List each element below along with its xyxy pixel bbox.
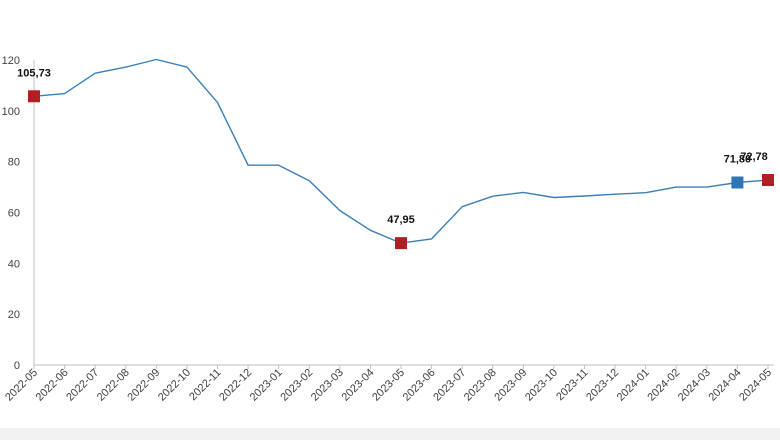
x-tick-label: 2023-07: [431, 367, 468, 404]
x-axis: 2022-052022-062022-072022-082022-092022-…: [3, 364, 774, 404]
x-tick-label: 2022-05: [3, 367, 40, 404]
x-tick-label: 2022-07: [64, 367, 101, 404]
x-tick-label: 2023-11: [554, 367, 590, 403]
data-label: 47,95: [387, 214, 415, 226]
bottom-band: [0, 428, 780, 440]
x-tick-label: 2022-09: [125, 367, 162, 404]
x-tick-label: 2022-11: [187, 367, 223, 403]
x-tick-label: 2023-04: [340, 367, 377, 404]
y-axis: 0 20 40 60 80 100 120: [2, 55, 35, 372]
x-tick-label: 2022-12: [217, 367, 254, 404]
x-tick-label: 2023-01: [248, 367, 285, 404]
x-tick-label: 2023-02: [278, 367, 315, 404]
x-tick-label: 2023-09: [492, 367, 529, 404]
x-tick-label: 2022-10: [156, 367, 193, 404]
x-tick-label: 2024-01: [615, 367, 652, 404]
x-tick-label: 2024-03: [676, 367, 713, 404]
x-tick-label: 2023-12: [584, 367, 621, 404]
data-label: 105,73: [17, 67, 51, 79]
y-tick-label: 0: [14, 360, 20, 372]
x-tick-label: 2023-08: [462, 367, 499, 404]
x-tick-label: 2022-08: [95, 367, 132, 404]
x-tick-label: 2024-04: [707, 367, 744, 404]
data-point-marker: [395, 237, 407, 250]
x-tick-label: 2024-02: [645, 367, 682, 404]
y-tick-label: 120: [2, 55, 20, 67]
data-point-marker: [762, 174, 774, 187]
data-point-marker: [28, 90, 40, 103]
x-tick-label: 2022-06: [34, 367, 71, 404]
y-tick-label: 40: [8, 258, 20, 270]
data-label: 71,80: [724, 154, 752, 166]
x-tick-label: 2023-03: [309, 367, 346, 404]
y-tick-label: 80: [8, 157, 20, 169]
x-tick-label: 2023-10: [523, 367, 560, 404]
y-tick-label: 100: [2, 106, 20, 118]
y-tick-label: 60: [8, 208, 20, 220]
data-label: 72,78: [740, 151, 768, 163]
data-point-marker: [731, 176, 744, 189]
x-tick-label: 2023-06: [401, 367, 438, 404]
x-tick-label: 2023-05: [370, 367, 407, 404]
y-tick-label: 20: [8, 309, 20, 321]
x-tick-label: 2024-05: [737, 367, 774, 404]
